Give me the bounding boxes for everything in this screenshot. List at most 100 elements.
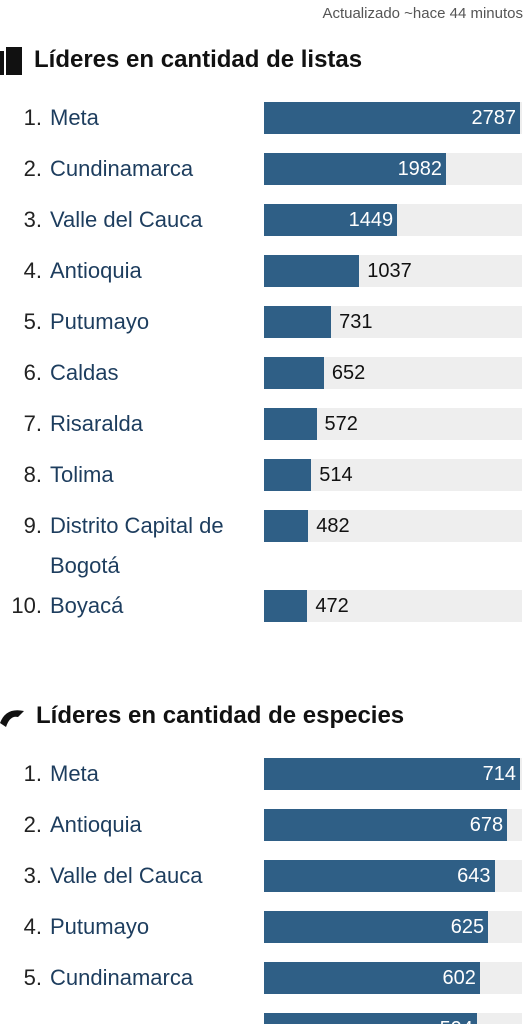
rank: 3. [23, 863, 42, 888]
rank: 3. [23, 207, 42, 232]
leader-row: 1. Meta 714 [0, 754, 529, 805]
bar-track: 2787 [264, 102, 522, 134]
bar-track: 1982 [264, 153, 522, 185]
value-label: 514 [319, 464, 353, 486]
leader-row: 3. Valle del Cauca 643 [0, 856, 529, 907]
region-name: Tolima [50, 462, 114, 487]
value-label: 714 [482, 763, 516, 785]
value-label: 1982 [397, 158, 443, 180]
bar [264, 459, 312, 491]
leader-row: 10. Boyacá 472 [0, 586, 529, 637]
region-name: Cundinamarca [50, 156, 194, 181]
bird-icon [0, 710, 24, 727]
bar-track: 714 [264, 758, 522, 790]
region-name: Antioquia [50, 258, 142, 283]
bar [264, 758, 520, 790]
section-title: Líderes en cantidad de listas [0, 42, 529, 78]
leader-row: 594 [0, 1009, 529, 1024]
value-label: 482 [316, 515, 350, 537]
bar-track: 572 [264, 408, 522, 440]
value-label: 2787 [471, 107, 517, 129]
value-label: 1449 [348, 209, 394, 231]
region-name: Caldas [50, 360, 119, 385]
bar-track: 731 [264, 306, 522, 338]
region-name: Antioquia [50, 812, 142, 837]
bar [264, 102, 520, 134]
value-label: 678 [469, 814, 504, 836]
leader-row: 6. Caldas 652 [0, 353, 529, 404]
bar-track: 482 [264, 510, 522, 542]
region-name: Cundinamarca [50, 965, 194, 990]
region-name: Valle del Cauca [50, 207, 203, 232]
bar-track: 602 [264, 962, 522, 994]
region-name: Risaralda [50, 411, 143, 436]
bar [264, 510, 309, 542]
bar [264, 153, 447, 185]
bar [264, 255, 360, 287]
bar-track: 678 [264, 809, 522, 841]
value-label: 1037 [367, 260, 412, 282]
value-label: 572 [324, 413, 358, 435]
region-name: Putumayo [50, 309, 150, 334]
updated-note: Actualizado ~hace 44 minutos [322, 5, 523, 22]
bar [264, 860, 495, 892]
leader-row: 9. Distrito Capital de Bogotá 482 [0, 506, 529, 586]
rank: 8. [23, 462, 42, 487]
rank: 4. [23, 914, 42, 939]
leader-row: 3. Valle del Cauca 1449 [0, 200, 529, 251]
region-name: Meta [50, 105, 99, 130]
bar [264, 1013, 477, 1024]
title-text: Líderes en cantidad de especies [36, 702, 405, 729]
bar-track: 643 [264, 860, 522, 892]
bar [264, 809, 508, 841]
list-icon [0, 47, 22, 75]
chart-section: Líderes en cantidad de listas 1. Meta 2787… [0, 42, 529, 637]
leader-row: 1. Meta 2787 [0, 98, 529, 149]
leader-row: 5. Cundinamarca 602 [0, 958, 529, 1009]
rank: 1. [23, 761, 42, 786]
rank: 2. [23, 156, 42, 181]
bar-track: 472 [264, 590, 522, 622]
region-name: Putumayo [50, 914, 150, 939]
rank: 10. [11, 593, 42, 618]
section-title: Líderes en cantidad de especies [0, 698, 529, 734]
bar-track: 594 [264, 1013, 522, 1024]
value-label: 594 [440, 1013, 473, 1024]
leader-row: 8. Tolima 514 [0, 455, 529, 506]
bar-track: 514 [264, 459, 522, 491]
leader-row: 4. Antioquia 1037 [0, 251, 529, 302]
bar-track: 1037 [264, 255, 522, 287]
value-label: 472 [315, 595, 349, 617]
bar [264, 204, 398, 236]
region-name: Distrito Capital de Bogotá [50, 513, 224, 578]
region-name: Boyacá [50, 593, 124, 618]
value-label: 731 [339, 311, 373, 333]
rows: 1. Meta 2787 2. Cundinamarca 1982 3. Valle del … [0, 98, 529, 637]
rows: 1. Meta 714 2. Antioquia 678 3. Valle del Cauca… [0, 754, 529, 1024]
rank: 5. [23, 965, 42, 990]
rank: 2. [23, 812, 42, 837]
value-label: 602 [442, 967, 476, 989]
leader-row: 5. Putumayo 731 [0, 302, 529, 353]
rank: 7. [23, 411, 42, 436]
bar-track: 652 [264, 357, 522, 389]
bar [264, 408, 317, 440]
region-name: Valle del Cauca [50, 863, 203, 888]
bar-track: 625 [264, 911, 522, 943]
leader-row: 2. Antioquia 678 [0, 805, 529, 856]
bar [264, 590, 308, 622]
title-text: Líderes en cantidad de listas [34, 46, 363, 73]
region-name: Meta [50, 761, 99, 786]
value-label: 643 [457, 865, 491, 887]
bar [264, 962, 480, 994]
bar [264, 306, 332, 338]
leader-row: 4. Putumayo 625 [0, 907, 529, 958]
rank: 4. [23, 258, 42, 283]
bar [264, 911, 489, 943]
rank: 6. [23, 360, 42, 385]
value-label: 652 [331, 362, 366, 384]
rank: 1. [23, 105, 42, 130]
bar-track: 1449 [264, 204, 522, 236]
rank: 5. [23, 309, 42, 334]
